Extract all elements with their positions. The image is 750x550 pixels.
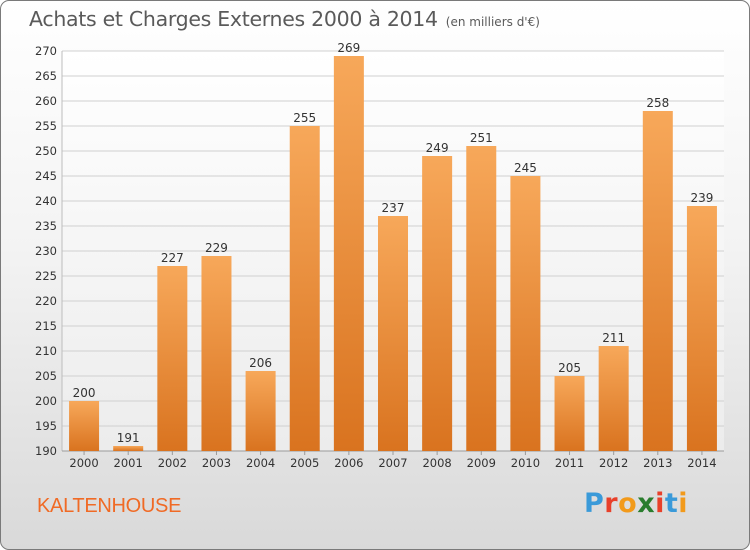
data-label: 255: [293, 111, 316, 125]
data-label: 239: [690, 191, 713, 205]
town-name: KALTENHOUSE: [37, 495, 182, 517]
y-tick-label: 230: [35, 244, 57, 258]
y-tick-label: 265: [35, 69, 57, 83]
y-tick-label: 250: [35, 144, 57, 158]
data-label: 237: [382, 201, 405, 215]
bar-2003: [201, 256, 232, 451]
y-tick-label: 205: [35, 369, 57, 383]
bar-2005: [289, 126, 320, 451]
x-tick-label: 2010: [511, 456, 540, 470]
y-tick-label: 215: [35, 319, 57, 333]
proxiti-logo: Proxiti: [584, 488, 688, 519]
logo-letter: o: [618, 488, 638, 519]
y-tick-label: 220: [35, 294, 57, 308]
y-tick-label: 270: [35, 44, 57, 58]
data-label: 206: [249, 356, 272, 370]
y-tick-label: 200: [35, 394, 57, 408]
data-label: 245: [514, 161, 537, 175]
data-label: 251: [470, 131, 493, 145]
bar-2014: [686, 206, 717, 451]
data-label: 269: [337, 41, 360, 55]
y-tick-label: 190: [35, 444, 57, 458]
y-tick-label: 260: [35, 94, 57, 108]
bar-2007: [378, 216, 408, 451]
x-tick-label: 2003: [202, 456, 231, 470]
y-tick-label: 210: [35, 344, 57, 358]
data-label: 227: [161, 251, 184, 265]
logo-letter: P: [584, 488, 605, 519]
logo-letter: r: [604, 488, 619, 519]
y-tick-label: 235: [35, 219, 57, 233]
data-label: 205: [558, 361, 581, 375]
logo-letter: i: [678, 488, 689, 519]
chart-title-unit: (en milliers d'€): [445, 15, 540, 29]
bar-2001: [113, 446, 144, 451]
x-tick-label: 2002: [158, 456, 187, 470]
x-tick-label: 2013: [643, 456, 672, 470]
x-tick-label: 2009: [467, 456, 496, 470]
bar-2000: [69, 401, 100, 451]
bar-2006: [333, 56, 364, 451]
y-tick-label: 245: [35, 169, 57, 183]
x-tick-label: 2008: [422, 456, 451, 470]
bar-2012: [598, 346, 629, 451]
data-label: 211: [602, 331, 625, 345]
logo-letter: x: [637, 488, 656, 519]
y-tick-label: 225: [35, 269, 57, 283]
x-tick-label: 2004: [246, 456, 275, 470]
bar-2008: [422, 156, 453, 451]
bars: [69, 56, 717, 451]
bar-2013: [642, 111, 673, 451]
y-tick-label: 195: [35, 419, 57, 433]
chart-title: Achats et Charges Externes 2000 à 2014 (e…: [29, 7, 540, 31]
bar-2011: [554, 376, 585, 451]
data-labels: 200 191 227 229 206 255 269 237 249 251 245 205 211 2…: [73, 41, 714, 445]
y-axis-ticks: 190 195 200 205 210 215 220 225 230 235 240 245 250 2…: [35, 44, 57, 458]
x-tick-label: 2007: [378, 456, 407, 470]
x-tick-label: 2001: [114, 456, 143, 470]
y-tick-label: 255: [35, 119, 57, 133]
bar-2010: [510, 176, 541, 451]
data-label: 200: [73, 386, 96, 400]
x-tick-label: 2012: [599, 456, 628, 470]
x-tick-label: 2000: [69, 456, 98, 470]
data-label: 229: [205, 241, 228, 255]
x-axis-ticks: 2000 2001 2002 2003 2004 2005 2006 2007 2008 2009…: [69, 451, 717, 470]
x-tick-label: 2011: [555, 456, 584, 470]
logo-letter: i: [655, 488, 665, 519]
y-tick-label: 240: [35, 194, 57, 208]
bar-2002: [157, 266, 188, 451]
data-label: 249: [426, 141, 449, 155]
x-tick-label: 2005: [290, 456, 319, 470]
bar-2004: [245, 371, 276, 451]
data-label: 258: [646, 96, 669, 110]
x-tick-label: 2014: [687, 456, 716, 470]
logo-letter: t: [664, 488, 679, 519]
chart-title-main: Achats et Charges Externes 2000 à 2014: [29, 7, 438, 31]
bar-2009: [466, 146, 497, 451]
x-tick-label: 2006: [334, 456, 363, 470]
data-label: 191: [117, 431, 140, 445]
